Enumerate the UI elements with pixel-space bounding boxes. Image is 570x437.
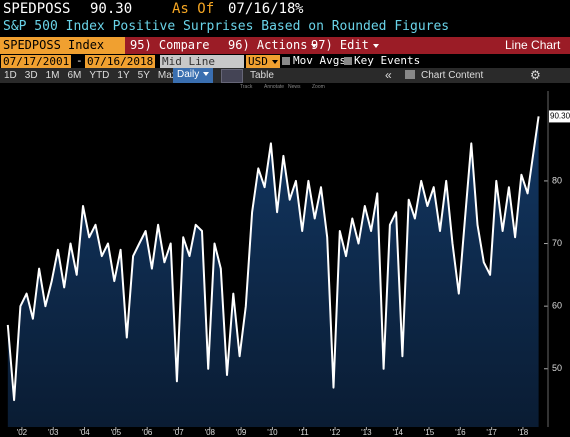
x-tick-label: '12	[330, 428, 341, 437]
key-events-label: Key Events	[354, 54, 421, 67]
x-tick-label: '18	[518, 428, 529, 437]
x-tick-label: '04	[79, 428, 90, 437]
y-tick-label: 50	[552, 363, 562, 373]
x-tick-label: '16	[455, 428, 466, 437]
currency-label: USD	[248, 55, 268, 68]
mov-avgs-checkbox[interactable]	[282, 57, 290, 65]
x-tick-label: '17	[486, 428, 497, 437]
start-date[interactable]: 07/17/2001	[1, 55, 72, 68]
range-button[interactable]: YTD	[89, 70, 110, 81]
x-tick-label: '15	[424, 428, 435, 437]
x-tick-label: '02	[17, 428, 28, 437]
area	[7, 116, 539, 428]
x-tick-label: '06	[142, 428, 153, 437]
tool-bar: Track Annotate News Zoom	[0, 83, 570, 91]
range-button[interactable]: 6M	[67, 70, 82, 81]
unit: %	[295, 1, 304, 17]
last-value-label: 90.30	[550, 112, 570, 121]
x-tick-label: '09	[236, 428, 247, 437]
description-bar: S&P 500 Index Positive Surprises Based o…	[0, 18, 570, 36]
y-tick-label: 70	[552, 238, 562, 248]
mov-avgs-label: Mov Avgs	[293, 54, 346, 67]
date-bar: 07/17/2001 - 07/16/2018 Mid Line USD Mov…	[0, 54, 570, 68]
y-tick-label: 60	[552, 301, 562, 311]
view-title: Line Chart	[505, 38, 561, 52]
description: S&P 500 Index Positive Surprises Based o…	[3, 19, 450, 34]
header-bar: SPEDPOSS 90.30 As Of 07/16/18 %	[0, 0, 570, 19]
mode-label: Mid Line	[162, 55, 215, 68]
command-bar: SPEDPOSS Index 95) Compare 96) Actions 9…	[0, 37, 570, 54]
edit-menu[interactable]: 97) Edit	[311, 38, 379, 52]
collapse-button[interactable]: «	[385, 68, 392, 82]
ticker: SPEDPOSS	[3, 1, 71, 17]
x-tick-label: '11	[299, 428, 309, 437]
as-of-date: 07/16/18	[228, 1, 296, 17]
end-date[interactable]: 07/16/2018	[85, 55, 156, 68]
compare-button[interactable]: 95) Compare	[130, 38, 210, 52]
range-button[interactable]: Max	[157, 70, 177, 81]
x-tick-label: '13	[361, 428, 372, 437]
mode-select[interactable]: Mid Line	[160, 55, 244, 68]
table-button[interactable]: Table	[250, 70, 274, 81]
content-icon[interactable]	[405, 70, 415, 79]
chart-content-button[interactable]: Chart Content	[421, 70, 484, 81]
line	[6, 116, 540, 402]
range-buttons: 1D 3D 1M 6M YTD 1Y 5Y Max	[4, 70, 185, 81]
edit-label: 97) Edit	[311, 38, 369, 52]
chart: 50 60 70 80 '02 '03 '04 '05 '06 '07 '08 '09 '10 '11 '1…	[6, 91, 570, 437]
range-button[interactable]: 1Y	[117, 70, 130, 81]
period-label: Daily	[177, 69, 200, 80]
last-value: 90.30	[90, 1, 133, 17]
currency-select[interactable]: USD	[246, 55, 280, 68]
y-tick-label: 80	[552, 175, 562, 185]
range-bar: 1D 3D 1M 6M YTD 1Y 5Y Max Daily Table « Chart C…	[0, 68, 570, 83]
period-select[interactable]: Daily	[173, 68, 214, 83]
range-button[interactable]: 1M	[45, 70, 60, 81]
date-separator: -	[76, 54, 83, 67]
range-button[interactable]: 3D	[24, 70, 38, 81]
key-events-checkbox[interactable]	[344, 57, 352, 65]
security-field[interactable]: SPEDPOSS Index	[0, 37, 125, 54]
range-button[interactable]: 5Y	[137, 70, 150, 81]
chart-tool[interactable]: Track	[240, 84, 253, 90]
settings-button[interactable]: ⚙	[530, 68, 541, 82]
as-of-label: As Of	[172, 1, 215, 17]
x-tick-label: '03	[48, 428, 59, 437]
chart-tool[interactable]: Zoom	[312, 84, 325, 90]
chart-icon[interactable]	[221, 69, 243, 83]
last-value-box	[549, 110, 570, 123]
x-tick-label: '10	[267, 428, 278, 437]
x-tick-label: '05	[111, 428, 122, 437]
actions-label: 96) Actions	[228, 38, 308, 52]
x-tick-label: '14	[392, 428, 403, 437]
chart-tool[interactable]: News	[288, 84, 301, 90]
x-tick-label: '07	[173, 428, 184, 437]
chart-tool[interactable]: Annotate	[264, 84, 285, 90]
range-button[interactable]: 1D	[4, 70, 17, 81]
actions-menu[interactable]: 96) Actions	[228, 38, 318, 52]
x-tick-label: '08	[205, 428, 216, 437]
